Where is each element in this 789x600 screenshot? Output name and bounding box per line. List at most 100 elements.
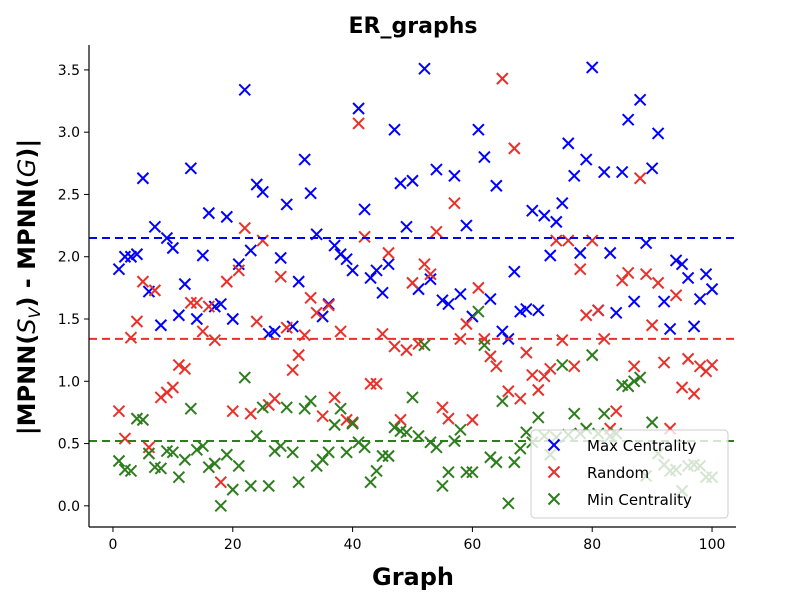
point-max-centrality (442, 297, 455, 311)
point-min-centrality (382, 449, 395, 463)
point-max-centrality (136, 172, 150, 185)
point-random (292, 348, 305, 362)
point-random (615, 274, 629, 287)
point-min-centrality (627, 375, 641, 388)
point-random (130, 315, 144, 328)
point-random (472, 281, 485, 295)
point-min-centrality (154, 462, 168, 475)
point-min-centrality (340, 446, 353, 459)
series-random (112, 72, 719, 489)
point-random (705, 358, 719, 372)
point-max-centrality (663, 322, 677, 336)
point-max-centrality (460, 219, 473, 232)
point-max-centrality (370, 264, 383, 277)
x-tick-label: 0 (109, 537, 118, 553)
point-random (244, 407, 257, 420)
point-max-centrality (112, 262, 126, 276)
point-random (208, 333, 222, 347)
point-random (520, 346, 533, 359)
point-min-centrality (220, 448, 233, 461)
point-min-centrality (388, 421, 401, 434)
point-max-centrality (154, 319, 168, 332)
point-min-centrality (112, 454, 126, 468)
point-max-centrality (621, 113, 635, 126)
point-min-centrality (496, 394, 509, 408)
point-random (639, 267, 653, 281)
point-random (627, 360, 641, 373)
point-max-centrality (669, 254, 683, 267)
point-random (364, 377, 377, 390)
point-random (597, 332, 611, 346)
point-max-centrality (148, 220, 162, 234)
point-random (400, 343, 413, 357)
point-random (172, 358, 186, 372)
point-max-centrality (508, 265, 521, 278)
point-random (592, 304, 605, 317)
point-min-centrality (244, 479, 257, 493)
point-max-centrality (388, 123, 401, 136)
point-min-centrality (124, 464, 138, 478)
point-min-centrality (256, 401, 269, 414)
point-random (118, 432, 132, 445)
point-random (568, 360, 581, 373)
point-max-centrality (244, 244, 257, 257)
point-min-centrality (430, 441, 443, 454)
point-max-centrality (394, 177, 407, 190)
point-min-centrality (250, 429, 263, 443)
point-max-centrality (699, 267, 713, 281)
point-max-centrality (681, 271, 695, 285)
y-tick-label: 3.0 (58, 125, 80, 141)
point-random (544, 362, 557, 376)
point-max-centrality (603, 246, 617, 260)
point-max-centrality (490, 179, 503, 192)
point-random (232, 264, 245, 277)
point-min-centrality (334, 402, 347, 415)
point-max-centrality (358, 203, 371, 216)
point-max-centrality (454, 287, 467, 301)
y-tick-label: 1.5 (58, 312, 80, 328)
point-max-centrality (436, 294, 449, 307)
point-max-centrality (651, 127, 665, 140)
point-random (322, 299, 335, 312)
point-random (316, 409, 329, 423)
point-min-centrality (328, 418, 341, 432)
point-min-centrality (292, 475, 305, 489)
point-random (609, 404, 623, 418)
point-min-centrality (184, 402, 198, 415)
point-min-centrality (436, 479, 449, 493)
point-random (286, 363, 299, 377)
point-max-centrality (406, 174, 419, 187)
legend-label-min-centrality: Min Centrality (587, 491, 692, 509)
point-min-centrality (586, 348, 599, 362)
point-random (202, 300, 216, 313)
x-tick-label: 60 (463, 537, 481, 553)
point-random (580, 309, 593, 322)
point-random (526, 368, 539, 382)
point-max-centrality (298, 153, 311, 166)
point-max-centrality (597, 165, 611, 179)
legend-label-random: Random (587, 464, 649, 482)
axes (88, 45, 736, 528)
point-max-centrality (693, 292, 707, 306)
point-max-centrality (675, 257, 689, 271)
point-max-centrality (118, 250, 132, 263)
point-random (268, 392, 281, 405)
legend-marker-max-centrality (547, 438, 561, 452)
point-random (304, 291, 317, 305)
point-min-centrality (508, 456, 521, 469)
point-max-centrality (633, 93, 647, 107)
point-max-centrality (586, 61, 599, 74)
point-max-centrality (202, 206, 216, 220)
point-min-centrality (190, 443, 204, 456)
point-max-centrality (340, 253, 353, 266)
y-axis-label-part-3: )| (13, 139, 41, 159)
point-max-centrality (580, 153, 593, 166)
point-min-centrality (226, 483, 239, 496)
point-random (184, 296, 198, 310)
point-random (490, 360, 503, 373)
point-random (112, 404, 126, 418)
point-min-centrality (418, 338, 431, 352)
point-min-centrality (358, 441, 371, 454)
point-max-centrality (364, 271, 377, 285)
point-min-centrality (376, 449, 389, 463)
